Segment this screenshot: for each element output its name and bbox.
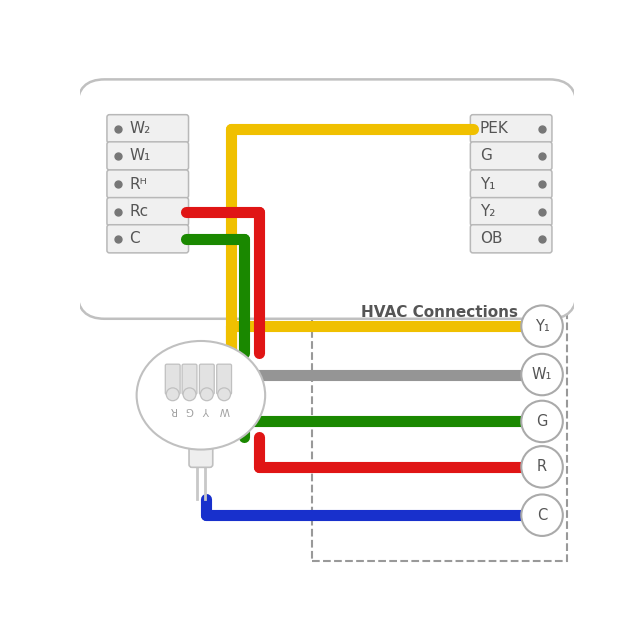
Text: W₁: W₁ bbox=[532, 367, 553, 382]
Circle shape bbox=[521, 401, 563, 442]
FancyBboxPatch shape bbox=[107, 225, 189, 253]
FancyBboxPatch shape bbox=[107, 197, 189, 226]
Ellipse shape bbox=[137, 341, 265, 449]
Circle shape bbox=[521, 494, 563, 536]
Text: W: W bbox=[219, 405, 229, 415]
FancyBboxPatch shape bbox=[470, 197, 552, 226]
FancyBboxPatch shape bbox=[107, 115, 189, 143]
FancyBboxPatch shape bbox=[200, 364, 214, 394]
Text: Y₂: Y₂ bbox=[480, 204, 495, 219]
Text: G: G bbox=[186, 405, 193, 415]
FancyBboxPatch shape bbox=[165, 364, 180, 394]
Circle shape bbox=[167, 388, 179, 401]
Text: G: G bbox=[480, 148, 492, 163]
FancyBboxPatch shape bbox=[470, 170, 552, 198]
Circle shape bbox=[200, 388, 213, 401]
FancyBboxPatch shape bbox=[217, 364, 232, 394]
FancyBboxPatch shape bbox=[470, 225, 552, 253]
Text: HVAC Connections: HVAC Connections bbox=[361, 306, 518, 320]
Text: G: G bbox=[537, 414, 548, 429]
Text: W₁: W₁ bbox=[129, 148, 151, 163]
FancyBboxPatch shape bbox=[107, 142, 189, 170]
Text: Y₁: Y₁ bbox=[480, 176, 495, 192]
Circle shape bbox=[521, 354, 563, 395]
FancyBboxPatch shape bbox=[189, 433, 212, 467]
Text: C: C bbox=[537, 508, 547, 522]
Text: R: R bbox=[537, 460, 547, 474]
Text: PEK: PEK bbox=[480, 121, 508, 137]
Text: Rᴴ: Rᴴ bbox=[129, 176, 147, 192]
FancyBboxPatch shape bbox=[107, 170, 189, 198]
FancyBboxPatch shape bbox=[182, 364, 197, 394]
FancyBboxPatch shape bbox=[470, 115, 552, 143]
Bar bbox=[312, 292, 567, 561]
Text: C: C bbox=[129, 231, 140, 246]
Text: Y₁: Y₁ bbox=[535, 319, 549, 334]
Circle shape bbox=[521, 446, 563, 488]
Circle shape bbox=[183, 388, 196, 401]
Text: W₂: W₂ bbox=[129, 121, 151, 137]
Text: OB: OB bbox=[480, 231, 502, 246]
FancyBboxPatch shape bbox=[77, 79, 577, 319]
Text: R: R bbox=[169, 405, 176, 415]
Circle shape bbox=[218, 388, 230, 401]
Circle shape bbox=[521, 306, 563, 347]
FancyBboxPatch shape bbox=[470, 142, 552, 170]
Text: Y: Y bbox=[204, 405, 210, 415]
Text: Rᴄ: Rᴄ bbox=[129, 204, 148, 219]
